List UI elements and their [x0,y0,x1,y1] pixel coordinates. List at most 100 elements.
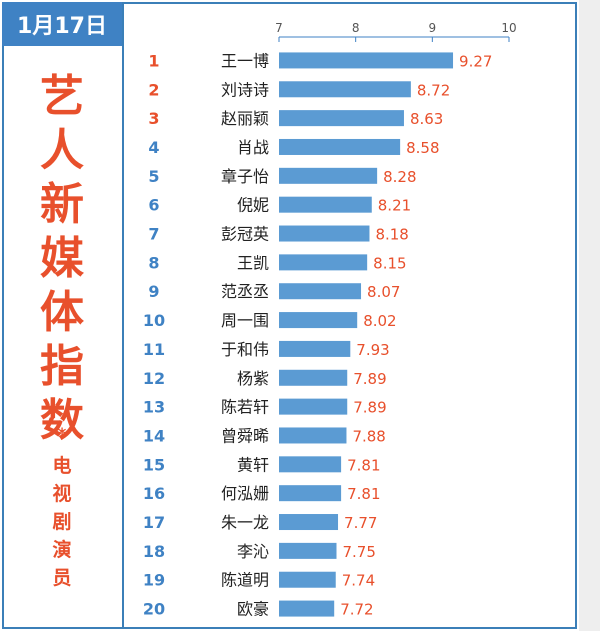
bar-chart: 7 8 9 10 1 王一博 9.27 2 刘诗诗 8.72 3 赵丽颖 8.63 4 肖战 8.58 5 章子怡… [143,21,517,619]
title-char: 新 [40,179,84,230]
title-char: 体 [40,287,84,338]
category-label: 陈若轩 [221,398,269,417]
rank-label: 12 [143,369,165,388]
title-char: 数 [40,395,84,446]
data-label: 8.02 [363,312,396,330]
chart-title: 艺 人 新 媒 体 指 数 [2,70,122,448]
bar [279,254,368,271]
bar [279,427,347,444]
data-label: 8.07 [367,283,400,301]
rank-label: 13 [143,398,165,417]
title-char: 指 [40,341,84,392]
title-char: 艺 [40,71,84,122]
rank-label: 2 [148,80,159,99]
bar [279,138,401,155]
category-label: 李沁 [237,542,269,561]
bar [279,369,348,386]
bar [279,81,411,98]
data-label: 8.28 [383,168,416,186]
rank-label: 7 [148,225,159,244]
bar [279,398,348,415]
asterisk-mark: * [57,424,67,443]
data-label: 7.74 [342,572,375,590]
data-label: 7.75 [343,543,376,561]
rank-label: 15 [143,455,165,474]
rank-label: 4 [148,138,159,157]
data-label: 7.89 [353,399,386,417]
category-label: 周一围 [221,311,269,330]
data-label: 8.21 [378,197,411,215]
rank-label: 6 [148,196,159,215]
bar [279,283,362,300]
category-label: 陈道明 [221,571,269,590]
category-label: 赵丽颖 [221,109,269,128]
bar [279,456,342,473]
rank-label: 10 [143,311,165,330]
category-label: 刘诗诗 [221,80,269,99]
subtitle-char: 剧 [52,511,72,533]
rank-label: 14 [143,426,165,445]
category-label: 王凯 [237,253,269,272]
data-label: 8.58 [406,139,439,157]
bar [279,167,378,184]
rank-label: 5 [148,167,159,186]
title-char: 人 [40,125,84,176]
subtitle-char: 演 [52,539,72,561]
bar [279,340,351,357]
x-tick-label: 10 [501,21,516,35]
bar [279,542,337,559]
category-label: 朱一龙 [221,513,269,532]
category-label: 曾舜晞 [221,426,269,445]
x-tick-label: 8 [352,21,360,35]
date-badge: 1月17日 [2,2,122,46]
rank-label: 16 [143,484,165,503]
bar [279,514,339,531]
category-label: 何泓姗 [221,484,269,503]
x-tick-label: 9 [429,21,437,35]
sidebar-divider [122,2,124,629]
rank-label: 17 [143,513,165,532]
data-label: 7.77 [344,514,377,532]
category-label: 肖战 [237,138,269,157]
data-label: 7.81 [347,485,380,503]
bar [279,110,404,127]
data-label: 8.63 [410,110,443,128]
title-char: 媒 [40,233,84,284]
category-label: 倪妮 [237,196,269,215]
rank-label: 19 [143,571,165,590]
subtitle-char: 电 [52,455,72,477]
rank-label: 9 [148,282,159,301]
data-label: 7.93 [356,341,389,359]
bar [279,571,336,588]
data-label: 9.27 [459,52,492,70]
category-label: 杨紫 [237,369,269,388]
bar [279,312,358,329]
bar [279,52,454,69]
bar [279,600,335,617]
category-label: 范丞丞 [221,282,269,301]
subtitle-char: 员 [52,567,72,589]
category-label: 于和伟 [221,340,269,359]
data-label: 8.15 [373,254,406,272]
data-label: 7.89 [353,370,386,388]
bar [279,196,372,213]
data-label: 8.18 [375,226,408,244]
data-label: 7.88 [352,427,385,445]
chart-subtitle: 电 视 剧 演 员 [2,452,122,592]
data-label: 7.81 [347,456,380,474]
bar [279,225,370,242]
rank-label: 3 [148,109,159,128]
rank-label: 8 [148,253,159,272]
category-label: 彭冠英 [221,225,269,244]
rank-label: 18 [143,542,165,561]
data-label: 7.72 [340,601,373,619]
background-strip [579,0,600,631]
bar [279,485,342,502]
category-label: 章子怡 [221,167,269,186]
rank-label: 11 [143,340,165,359]
category-label: 王一博 [221,51,269,70]
data-label: 8.72 [417,81,450,99]
category-label: 黄轩 [237,455,269,474]
subtitle-char: 视 [52,483,72,505]
rank-label: 20 [143,600,165,619]
